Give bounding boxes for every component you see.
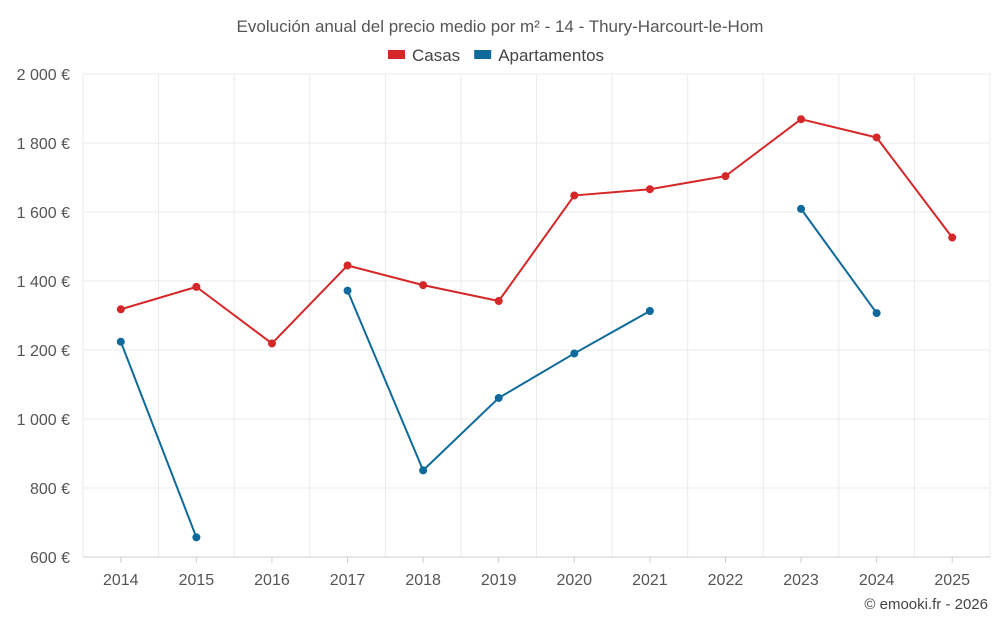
y-tick-label: 1 400 € bbox=[17, 274, 70, 291]
chart-title: Evolución anual del precio medio por m² … bbox=[237, 17, 764, 36]
x-tick-label: 2021 bbox=[632, 572, 668, 589]
data-point[interactable] bbox=[419, 466, 428, 475]
series-line bbox=[346, 290, 651, 472]
data-point[interactable] bbox=[948, 233, 957, 242]
series-line bbox=[120, 118, 954, 345]
x-tick-label: 2019 bbox=[481, 572, 517, 589]
credit-text: © emooki.fr - 2026 bbox=[864, 596, 988, 613]
legend: Casas Apartamentos bbox=[388, 46, 604, 65]
y-tick-label: 800 € bbox=[30, 481, 70, 498]
legend-label: Casas bbox=[412, 46, 460, 65]
y-tick-label: 1 200 € bbox=[17, 343, 70, 360]
x-tick-label: 2023 bbox=[783, 572, 819, 589]
data-point[interactable] bbox=[721, 172, 730, 181]
series-casas bbox=[116, 115, 957, 348]
y-tick-label: 1 000 € bbox=[17, 412, 70, 429]
x-tick-label: 2015 bbox=[179, 572, 215, 589]
x-tick-label: 2024 bbox=[859, 572, 895, 589]
y-tick-label: 1 600 € bbox=[17, 205, 70, 222]
data-point[interactable] bbox=[570, 349, 579, 358]
data-point[interactable] bbox=[343, 261, 352, 270]
data-point[interactable] bbox=[267, 339, 276, 348]
data-point[interactable] bbox=[192, 533, 201, 542]
series-line bbox=[119, 341, 198, 538]
axes: 600 € 800 € 1 000 € 1 200 € 1 400 € 1 600 € 1 … bbox=[17, 67, 990, 589]
x-tick-label: 2014 bbox=[103, 572, 139, 589]
data-point[interactable] bbox=[570, 191, 579, 200]
data-point[interactable] bbox=[645, 185, 654, 194]
x-tick-label: 2020 bbox=[556, 572, 592, 589]
data-point[interactable] bbox=[494, 393, 503, 402]
series-layer bbox=[116, 115, 957, 542]
x-tick-label: 2017 bbox=[330, 572, 366, 589]
data-point[interactable] bbox=[192, 282, 201, 291]
data-point[interactable] bbox=[872, 309, 881, 318]
data-point[interactable] bbox=[116, 337, 125, 346]
x-tick-label: 2022 bbox=[708, 572, 744, 589]
y-tick-label: 600 € bbox=[30, 550, 70, 567]
legend-swatch bbox=[474, 50, 492, 59]
x-tick-label: 2025 bbox=[934, 572, 970, 589]
y-tick-label: 2 000 € bbox=[17, 67, 70, 84]
series-apartamentos bbox=[116, 204, 881, 542]
data-point[interactable] bbox=[872, 133, 881, 142]
data-point[interactable] bbox=[645, 307, 654, 316]
grid bbox=[82, 73, 991, 557]
legend-swatch bbox=[388, 50, 405, 59]
legend-label: Apartamentos bbox=[498, 46, 604, 65]
data-point[interactable] bbox=[494, 297, 503, 306]
x-tick-label: 2016 bbox=[254, 572, 290, 589]
data-point[interactable] bbox=[419, 281, 428, 290]
series-line bbox=[800, 208, 878, 314]
data-point[interactable] bbox=[797, 115, 806, 124]
data-point[interactable] bbox=[343, 286, 352, 295]
y-tick-label: 1 800 € bbox=[17, 136, 70, 153]
x-tick-label: 2018 bbox=[405, 572, 441, 589]
data-point[interactable] bbox=[797, 204, 806, 213]
data-point[interactable] bbox=[116, 305, 125, 314]
